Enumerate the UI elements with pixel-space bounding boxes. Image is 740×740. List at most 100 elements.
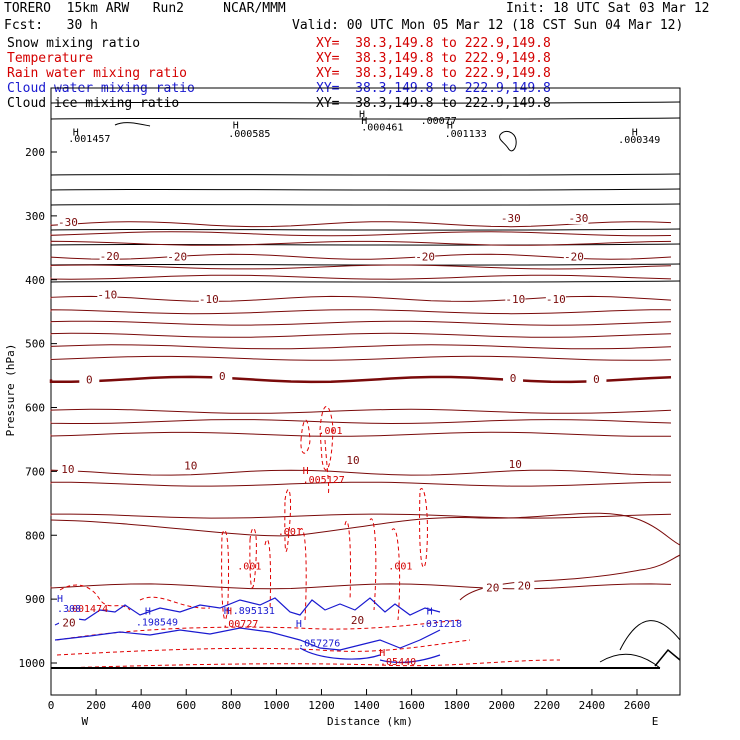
temperature-label: -20 [564, 250, 584, 263]
contour-label-bg [568, 212, 589, 225]
temperature-label: 20 [518, 579, 531, 592]
temperature-label: 0 [510, 372, 517, 385]
x-tick-label: 2200 [534, 699, 561, 712]
snow-contour-line [50, 228, 681, 231]
forecast-hour: Fcst: 30 h [4, 18, 98, 33]
temperature-label: 20 [62, 616, 75, 629]
temperature-contour [50, 481, 672, 487]
field-xy-rain: XY= 38.3,149.8 to 222.9,149.8 [316, 66, 551, 81]
contour-label-bg [198, 293, 219, 306]
contour-label-bg [503, 371, 524, 384]
high-marker: H [447, 121, 453, 132]
temperature-label: 20 [351, 614, 364, 627]
x-tick-label: 1600 [398, 699, 425, 712]
terrain-bump-2 [599, 653, 661, 669]
snow-contour-line [50, 203, 681, 206]
contour-label-bg [545, 293, 566, 306]
field-label-temperature: Temperature [7, 51, 94, 66]
contour-label-bg [99, 249, 120, 262]
max-value-label: .05440 [380, 657, 416, 668]
temperature-label: 0 [86, 374, 93, 387]
contour-label-bg [505, 457, 526, 470]
snow-contour-line [50, 173, 681, 176]
max-value-label: .001 [318, 426, 342, 437]
ice-blob-1 [499, 130, 517, 152]
temperature-label: -20 [167, 250, 187, 263]
contour-label-bg [79, 373, 100, 386]
terrain-bump [619, 620, 681, 651]
temperature-contour [49, 375, 672, 384]
snow-contour-line [50, 280, 681, 283]
snow-contour-line [50, 117, 681, 120]
temperature-label: -30 [501, 212, 521, 225]
temperature-contour [50, 469, 672, 476]
max-value-label: .198549 [136, 617, 178, 628]
high-marker: H [233, 121, 239, 132]
contour-label-bg [563, 250, 584, 263]
x-tick-label: 200 [86, 699, 106, 712]
max-value-label: .001133 [445, 129, 487, 140]
temperature-label: 0 [593, 373, 600, 386]
max-value-label: .005127 [303, 475, 345, 486]
y-tick-label: 900 [25, 593, 45, 606]
model-title: TORERO 15km ARW Run2 NCAR/MMM [4, 1, 286, 16]
high-marker: H [224, 606, 230, 617]
x-tick-label: 800 [221, 699, 241, 712]
x-axis-label: Distance (km) [327, 715, 413, 728]
temperature-label: -30 [58, 216, 78, 229]
temperature-contour [50, 295, 672, 302]
temperature-contour [50, 344, 672, 350]
y-tick-label: 500 [25, 338, 45, 351]
x-tick-label: 1200 [308, 699, 335, 712]
max-value-label: .057276 [298, 639, 340, 650]
temperature-label: -10 [97, 289, 117, 302]
high-marker: H [145, 607, 151, 618]
high-marker: H [427, 607, 433, 618]
temperature-label: -10 [546, 293, 566, 306]
high-marker: H [632, 128, 638, 139]
high-marker: H [226, 607, 232, 618]
y-tick-label: 200 [25, 146, 45, 159]
contour-labels: -30 -30 -30 -20 -20 -20 -20 -10 -10 -10 -10 0 0 0 0 10 1… [57, 110, 660, 668]
field-xy-snow: XY= 38.3,149.8 to 222.9,149.8 [316, 36, 551, 51]
y-axis-label: Pressure (hPa) [4, 344, 17, 437]
high-marker: H [379, 648, 385, 659]
contour-label-bg [180, 459, 201, 472]
temperature-label: 20 [486, 581, 499, 594]
temperature-contour [50, 512, 681, 546]
max-value-label: .00077 [421, 116, 457, 127]
max-value-label: .000585 [228, 129, 270, 140]
x-tick-label: 600 [176, 699, 196, 712]
temperature-contour [50, 431, 672, 437]
contour-label-bg [167, 250, 188, 263]
max-value-label: .000349 [618, 135, 660, 146]
y-tick-label: 400 [25, 274, 45, 287]
y-tick-label: 800 [25, 529, 45, 542]
contour-label-bg [586, 373, 607, 386]
snow-contour-line [50, 263, 681, 266]
temperature-contour [50, 408, 672, 414]
contour-label-bg [57, 215, 78, 228]
max-value-label: .001 [237, 561, 261, 572]
temperature-contour [50, 264, 672, 270]
temperature-contour [50, 221, 672, 228]
axes: 0 200 400 600 800 1000 1200 1400 1600 1800 2000 220… [4, 146, 658, 728]
temperature-contour [50, 320, 672, 326]
max-value-label: .308 [57, 604, 81, 615]
temperature-label: 0 [219, 370, 226, 383]
y-tick-label: 1000 [19, 657, 46, 670]
x-tick-label: 1400 [353, 699, 380, 712]
temperature-contour [50, 309, 672, 315]
max-value-label: .001 [388, 561, 412, 572]
high-marker: H [57, 594, 63, 605]
contour-label-bg [415, 250, 436, 263]
high-marker: H [303, 466, 309, 477]
ice-blob-2 [114, 122, 151, 127]
y-tick-label: 600 [25, 402, 45, 415]
max-value-label: .031218 [420, 619, 462, 630]
temperature-label: 10 [346, 454, 359, 467]
high-marker: H [359, 110, 365, 121]
temperature-label: -20 [415, 250, 435, 263]
temperature-label: 10 [509, 458, 522, 471]
